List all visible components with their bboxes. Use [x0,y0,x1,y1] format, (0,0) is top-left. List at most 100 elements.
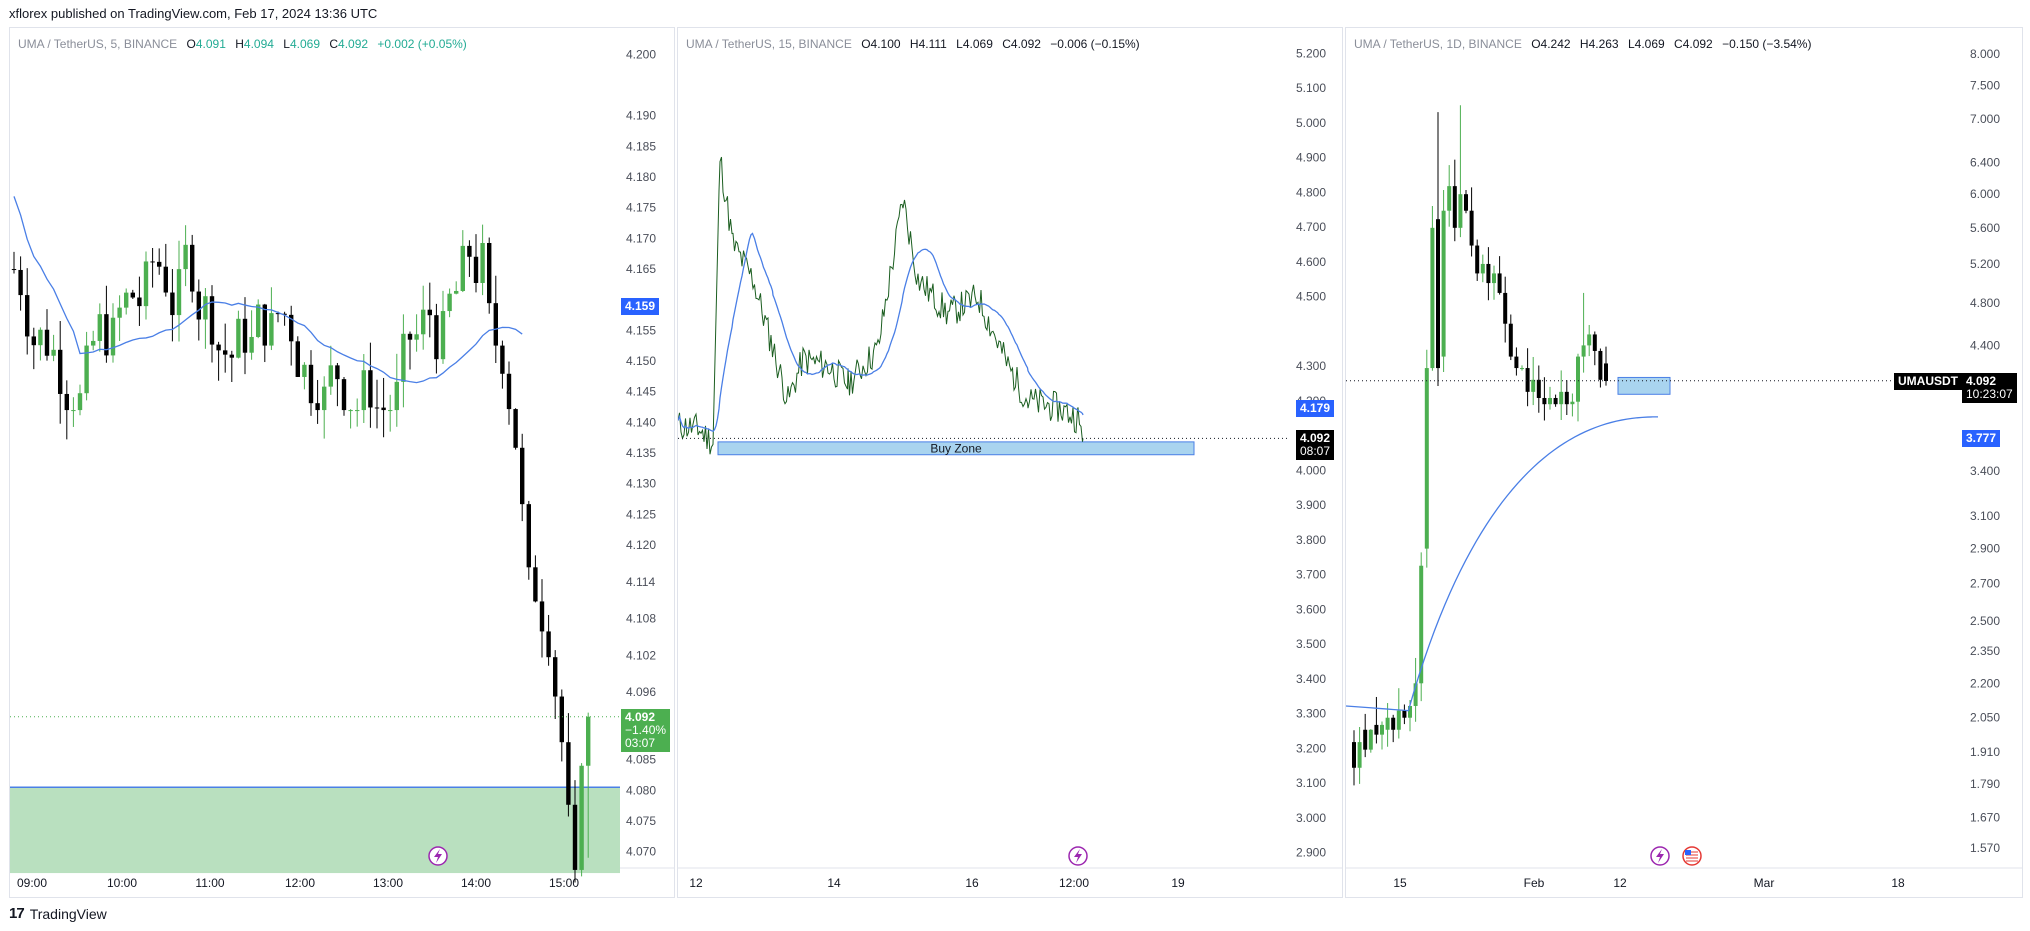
y-tick-label: 3.800 [1296,533,1326,547]
legend-high: 4.094 [244,37,274,51]
moving-average-line [678,233,1083,431]
candle-body [1531,380,1535,392]
x-tick-label: 11:00 [195,876,224,890]
chart-15m-canvas[interactable]: 5.200 5.100 5.000 4.900 4.800 4.700 4.600 4.500… [678,28,1342,897]
candle-body [150,261,154,262]
candle-body [210,296,214,344]
candle-body [355,410,359,411]
candle-body [421,310,425,335]
symbol-label: UMAUSDT [1894,373,1962,390]
y-tick-label: 4.400 [1970,338,2000,352]
y-tick-label: 4.102 [626,648,656,662]
candle-body [157,262,161,267]
ma-price-badge: 4.179 [1296,400,1334,417]
y-tick-label: 3.200 [1296,741,1326,755]
candle-body [480,243,484,283]
y-tick-label: 1.790 [1970,777,2000,791]
y-tick-label: 4.096 [626,685,656,699]
y-tick-label: 3.700 [1296,568,1326,582]
candle-body [197,292,201,320]
y-tick-label: 4.135 [626,446,656,460]
y-tick-label: 4.170 [626,231,656,245]
chart-1d-canvas[interactable]: 8.000 7.500 7.000 6.400 6.000 5.600 5.200 4.800… [1346,28,2022,897]
x-tick-label: Feb [1524,876,1545,890]
x-tick-label: 09:00 [17,876,47,890]
y-tick-label: 4.185 [626,139,656,153]
y-tick-label: 4.145 [626,385,656,399]
candle-body [573,805,577,870]
legend-change: −0.150 (−3.54%) [1722,37,1811,51]
legend-close: 4.092 [338,37,368,51]
y-tick-label: 7.000 [1970,112,2000,126]
y-tick-label: 4.130 [626,477,656,491]
publish-header: xflorex published on TradingView.com, Fe… [9,6,377,21]
candle-body [65,394,69,410]
candle-body [408,334,412,340]
candle-body [124,293,128,308]
candle-body [414,334,418,339]
candle-body [263,305,267,346]
ma-price-badge: 4.159 [621,298,659,315]
y-tick-label: 4.108 [626,612,656,626]
x-tick-label: Mar [1754,876,1775,890]
y-tick-label: 3.100 [1970,509,2000,523]
buy-zone-rect[interactable] [1618,377,1670,394]
candle-body [1498,273,1502,293]
y-tick-label: 2.050 [1970,711,2000,725]
y-tick-label: 1.670 [1970,811,2000,825]
candle-body [45,330,49,356]
candle-body [203,296,207,319]
candle-body [487,243,491,303]
y-tick-label: 5.000 [1296,116,1326,130]
y-tick-label: 4.080 [626,783,656,797]
candle-body [1514,357,1518,368]
y-tick-label: 4.114 [626,575,655,589]
last-price-badge: 4.092 10:23:07 [1962,373,2017,403]
candle-body [381,408,385,410]
legend-open: 4.091 [196,37,226,51]
last-price-badge-line: 4.092 [625,711,666,724]
candle-body [441,311,445,359]
chart-panel-15m[interactable]: 5.200 5.100 5.000 4.900 4.800 4.700 4.600 4.500… [677,27,1343,898]
legend-low: 4.069 [1635,37,1665,51]
y-tick-label: 5.200 [1296,46,1326,60]
candle-body [1380,725,1384,735]
chart-5m-canvas[interactable]: 4.200 4.190 4.185 4.180 4.175 4.170 4.165 4.155… [10,28,674,897]
candle-body [137,298,141,307]
last-price-badge-line: −1.40% [625,724,666,737]
y-tick-label: 4.700 [1296,220,1326,234]
candle-body [190,245,194,292]
candle-body [1442,211,1446,357]
ma-price-badge-line: 4.159 [625,300,655,313]
y-tick-label: 6.000 [1970,187,2000,201]
ma-price-badge: 3.777 [1962,430,2000,447]
y-tick-label: 5.200 [1970,257,2000,271]
candle-body [1369,730,1373,750]
footer-brand-label: TradingView [30,906,107,922]
candle-body [236,319,240,358]
candle-body [18,270,22,295]
candle-body [1386,718,1390,730]
chart-panel-1d[interactable]: 8.000 7.500 7.000 6.400 6.000 5.600 5.200 4.800… [1345,27,2023,898]
candle-body [1554,398,1558,404]
candle-body [348,410,352,411]
buy-zone-label: Buy Zone [930,441,982,455]
candle-body [1537,380,1541,398]
candle-body [1542,398,1546,404]
us-flag-icon[interactable] [1683,847,1701,865]
y-tick-label: 4.125 [626,507,656,521]
candle-body [1509,324,1513,357]
x-tick-label: 16 [965,876,979,890]
candle-body [1358,742,1362,768]
y-tick-label: 4.500 [1296,290,1326,304]
legend-open: 4.242 [1541,37,1571,51]
candle-body [1570,402,1574,404]
y-tick-label: 2.900 [1296,846,1326,860]
candle-body [302,365,306,377]
x-tick-label: 10:00 [107,876,137,890]
last-price-badge-line: 4.092 [1966,375,2013,388]
candle-body [1520,368,1524,369]
candle-body [467,246,471,257]
y-tick-label: 4.075 [626,814,656,828]
chart-panel-5m[interactable]: 4.200 4.190 4.185 4.180 4.175 4.170 4.165 4.155… [9,27,675,898]
